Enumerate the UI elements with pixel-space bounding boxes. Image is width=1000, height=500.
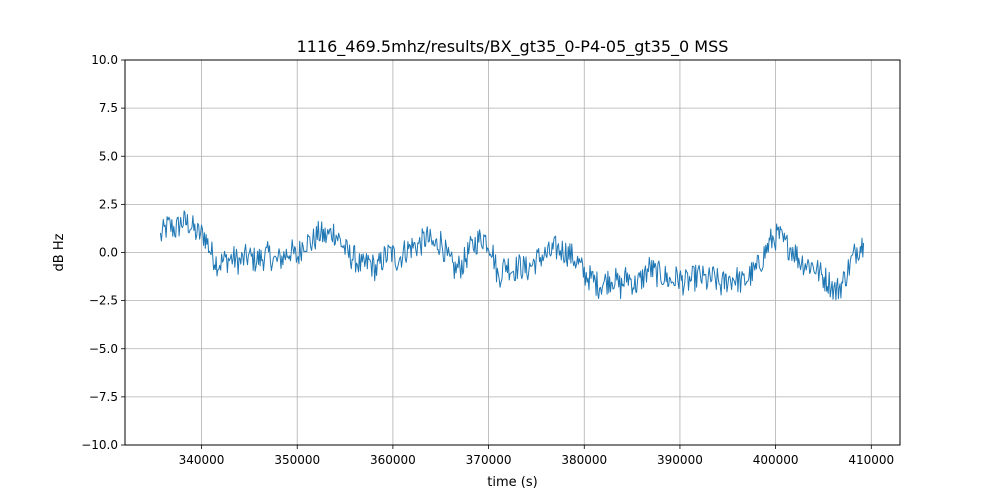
x-tick-label: 390000	[657, 453, 703, 467]
x-tick-label: 340000	[179, 453, 225, 467]
y-tick-label: −2.5	[89, 294, 118, 308]
y-tick-label: −10.0	[81, 438, 118, 452]
chart-title: 1116_469.5mhz/results/BX_gt35_0-P4-05_gt…	[297, 37, 729, 57]
y-axis: −10.0 −7.5 −5.0 −2.5 0.0 2.5 5.0 7.5 10.0	[81, 53, 125, 452]
y-tick-label: 7.5	[99, 101, 118, 115]
plot-area	[159, 210, 865, 301]
x-axis-label: time (s)	[487, 475, 537, 490]
series-line	[159, 210, 865, 301]
y-axis-label: dB Hz	[52, 233, 67, 271]
x-tick-label: 380000	[561, 453, 607, 467]
y-tick-label: 10.0	[91, 53, 118, 67]
y-tick-label: 0.0	[99, 246, 118, 260]
y-tick-label: −7.5	[89, 390, 118, 404]
x-tick-label: 400000	[753, 453, 799, 467]
x-tick-label: 370000	[466, 453, 512, 467]
y-tick-label: 5.0	[99, 149, 118, 163]
x-tick-label: 350000	[274, 453, 320, 467]
x-axis: 340000 350000 360000 370000 380000 390000 4000…	[179, 445, 894, 467]
x-tick-label: 360000	[370, 453, 416, 467]
y-tick-label: −5.0	[89, 342, 118, 356]
x-tick-label: 410000	[848, 453, 894, 467]
y-tick-label: 2.5	[99, 197, 118, 211]
